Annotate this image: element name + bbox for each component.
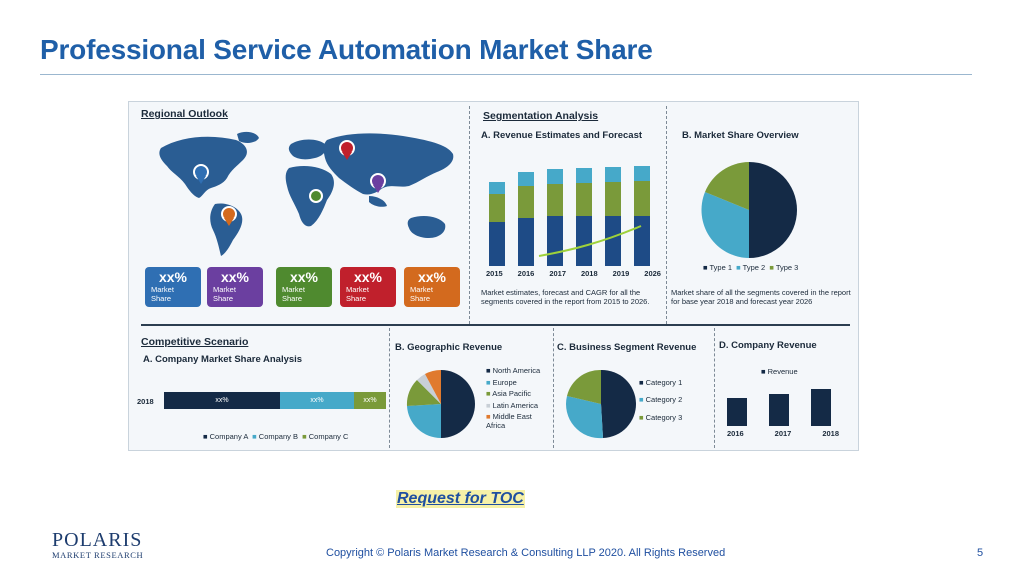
company-revenue-bar-2018 <box>811 389 831 426</box>
business-pie-chart <box>566 369 636 439</box>
business-legend: ■ Category 1 ■ Category 2 ■ Category 3 <box>639 378 683 422</box>
title-divider <box>40 74 972 75</box>
divider-vertical-2 <box>666 106 667 324</box>
geographic-revenue-title: B. Geographic Revenue <box>395 342 503 353</box>
revenue-estimates-title: A. Revenue Estimates and Forecast <box>481 130 643 141</box>
revenue-note: Market estimates, forecast and CAGR for … <box>481 288 650 307</box>
map-pin-africa-icon <box>309 189 323 203</box>
bar-2026 <box>634 166 650 266</box>
market-share-pie-chart <box>701 162 797 258</box>
revenue-stacked-bar-chart <box>489 166 650 266</box>
company-revenue-bar-chart <box>727 389 831 426</box>
market-share-overview-title: B. Market Share Overview <box>682 130 799 141</box>
geographic-legend: ■ North America ■ Europe ■ Asia Pacific … <box>486 366 541 430</box>
share-note: Market share of all the segments covered… <box>671 288 851 307</box>
bar-2016 <box>518 172 534 266</box>
bar-2018 <box>576 168 592 266</box>
cagr-trend-line <box>538 225 642 257</box>
map-pin-europe-icon <box>339 140 355 160</box>
divider-horizontal <box>141 324 850 326</box>
company-revenue-legend: ■ Revenue <box>761 367 798 376</box>
region-share-box-4: xx% Market Share <box>340 267 396 307</box>
company-revenue-bar-2017 <box>769 394 789 426</box>
region-share-box-5: xx% Market Share <box>404 267 460 307</box>
revenue-year-labels: 2015 2016 2017 2018 2019 2026 <box>486 269 661 278</box>
bar-2015 <box>489 182 505 266</box>
page-title: Professional Service Automation Market S… <box>40 34 653 65</box>
company-b-segment: xx% <box>280 392 354 409</box>
map-pin-asia-icon <box>370 173 386 193</box>
company-legend: ■ Company A ■ Company B ■ Company C <box>203 432 349 441</box>
company-revenue-bar-2016 <box>727 398 747 426</box>
competitive-year-label: 2018 <box>137 397 154 406</box>
map-pin-north-america-icon <box>193 164 209 184</box>
share-legend: ■ Type 1 ■ Type 2 ■ Type 3 <box>703 263 799 272</box>
region-share-box-3: xx% Market Share <box>276 267 332 307</box>
divider-vertical-3 <box>389 328 390 448</box>
world-map <box>159 131 454 256</box>
market-infographic: Regional Outlook <box>128 101 859 451</box>
divider-vertical-5 <box>714 328 715 448</box>
copyright-text: Copyright © Polaris Market Research & Co… <box>326 547 726 559</box>
divider-vertical-4 <box>553 328 554 448</box>
segmentation-title: Segmentation Analysis <box>483 110 599 122</box>
divider-vertical-1 <box>469 106 470 324</box>
company-share-analysis-title: A. Company Market Share Analysis <box>143 354 303 365</box>
map-pin-south-america-icon <box>221 206 237 226</box>
company-revenue-title: D. Company Revenue <box>719 340 817 351</box>
company-c-segment: xx% <box>354 392 386 409</box>
polaris-logo: POLARIS MARKET RESEARCH <box>52 529 144 560</box>
request-toc-link[interactable]: Request for TOC <box>396 490 525 508</box>
bar-2019 <box>605 167 621 266</box>
regional-outlook-title: Regional Outlook <box>141 108 228 120</box>
region-share-box-2: xx% Market Share <box>207 267 263 307</box>
business-segment-title: C. Business Segment Revenue <box>557 342 697 353</box>
company-share-bar: xx% xx% xx% <box>164 392 386 409</box>
company-a-segment: xx% <box>164 392 280 409</box>
competitive-scenario-title: Competitive Scenario <box>141 336 249 348</box>
region-share-box-1: xx% Market Share <box>145 267 201 307</box>
page-number: 5 <box>977 547 984 559</box>
geographic-pie-chart <box>406 370 475 439</box>
company-revenue-years: 2016 2017 2018 <box>727 429 839 438</box>
